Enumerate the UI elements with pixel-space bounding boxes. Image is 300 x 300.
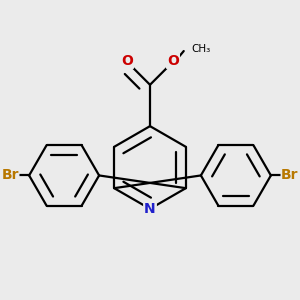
Text: Br: Br	[1, 168, 19, 182]
Text: O: O	[167, 54, 179, 68]
Text: N: N	[144, 202, 156, 216]
Text: Br: Br	[281, 168, 299, 182]
Text: CH₃: CH₃	[192, 44, 211, 55]
Text: O: O	[121, 54, 133, 68]
